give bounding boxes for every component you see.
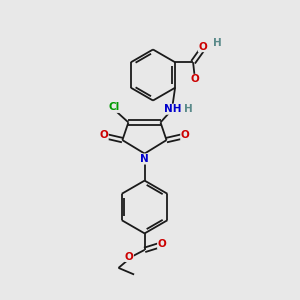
Text: O: O <box>190 74 199 84</box>
Text: O: O <box>99 130 108 140</box>
Text: O: O <box>181 130 190 140</box>
Text: O: O <box>158 239 166 249</box>
Text: O: O <box>124 251 134 262</box>
Text: H: H <box>214 38 222 48</box>
Text: NH: NH <box>164 104 181 114</box>
Text: H: H <box>184 104 193 114</box>
Text: N: N <box>140 154 149 164</box>
Text: Cl: Cl <box>109 102 120 112</box>
Text: O: O <box>198 42 207 52</box>
